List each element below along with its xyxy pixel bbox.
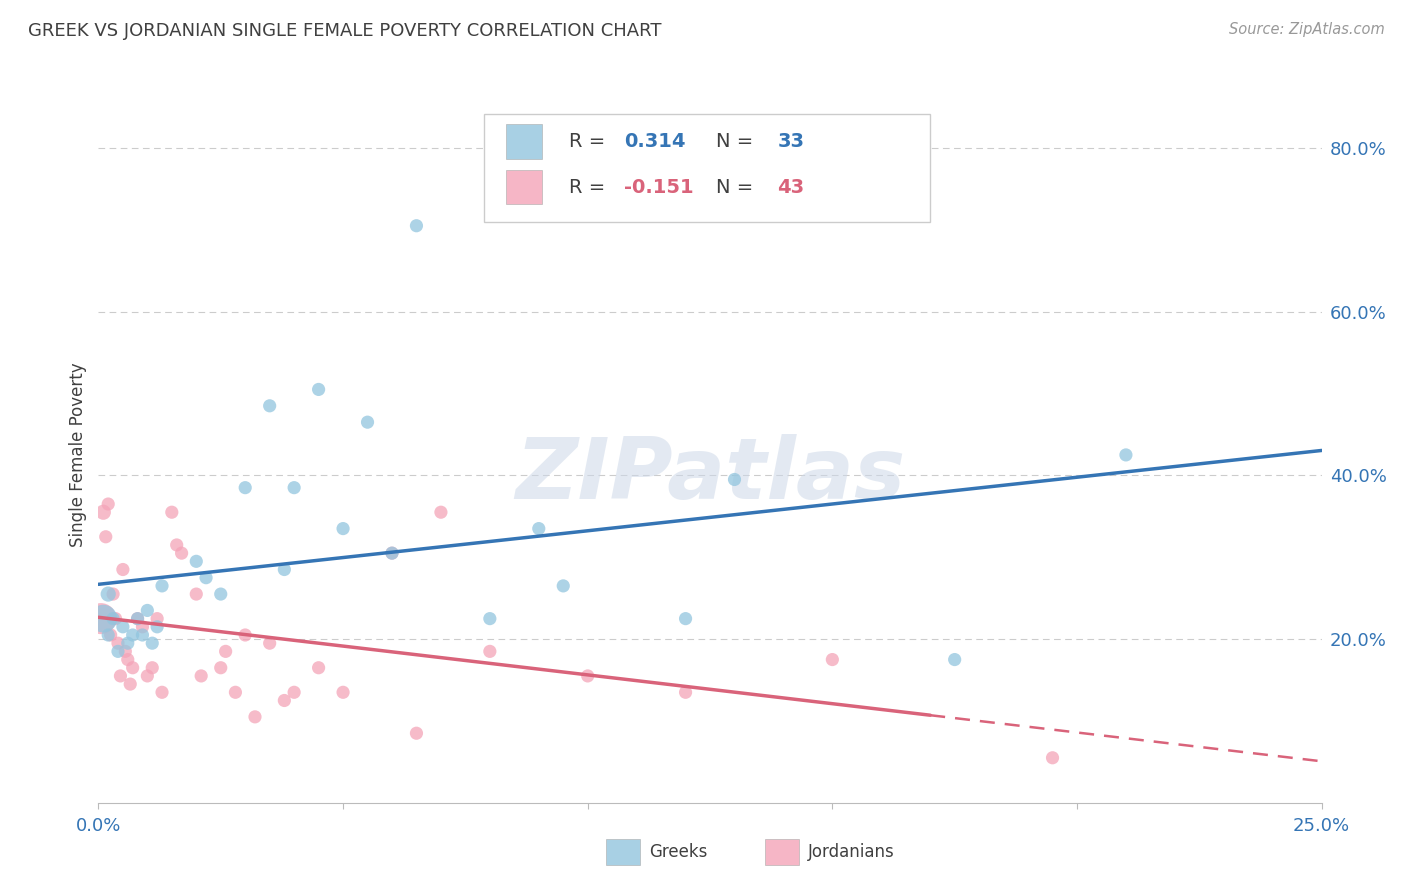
Text: 43: 43 xyxy=(778,178,804,196)
Point xyxy=(101,612,124,626)
Point xyxy=(224,685,246,699)
Point xyxy=(131,620,153,634)
Point xyxy=(243,710,266,724)
Point xyxy=(150,579,173,593)
Point xyxy=(127,612,149,626)
Point xyxy=(121,661,143,675)
Point xyxy=(209,587,232,601)
Text: GREEK VS JORDANIAN SINGLE FEMALE POVERTY CORRELATION CHART: GREEK VS JORDANIAN SINGLE FEMALE POVERTY… xyxy=(28,22,662,40)
Text: Source: ZipAtlas.com: Source: ZipAtlas.com xyxy=(1229,22,1385,37)
Point xyxy=(527,522,550,536)
Point xyxy=(478,644,501,658)
Point xyxy=(127,612,149,626)
Point xyxy=(405,726,427,740)
Point xyxy=(100,628,122,642)
Point xyxy=(283,481,305,495)
Text: 33: 33 xyxy=(778,132,804,152)
Point xyxy=(283,685,305,699)
Point xyxy=(146,612,169,626)
Point xyxy=(332,685,354,699)
Text: ZIPatlas: ZIPatlas xyxy=(515,434,905,517)
Point xyxy=(195,571,218,585)
Point xyxy=(136,603,159,617)
Point xyxy=(97,497,120,511)
Point xyxy=(186,554,208,568)
Point xyxy=(723,473,745,487)
Point xyxy=(214,644,236,658)
Point xyxy=(332,522,354,536)
Text: R =: R = xyxy=(569,178,612,196)
Point xyxy=(91,612,114,626)
Point xyxy=(166,538,188,552)
Point xyxy=(553,579,575,593)
Point xyxy=(170,546,193,560)
Point xyxy=(136,669,159,683)
Point xyxy=(308,661,330,675)
Point xyxy=(97,587,120,601)
Y-axis label: Single Female Poverty: Single Female Poverty xyxy=(69,363,87,547)
Point xyxy=(91,505,114,519)
Point xyxy=(209,661,232,675)
Point xyxy=(141,661,163,675)
Point xyxy=(943,652,966,666)
Point xyxy=(121,628,143,642)
Point xyxy=(146,620,169,634)
Point xyxy=(273,693,295,707)
Point xyxy=(97,628,120,642)
Point xyxy=(259,399,281,413)
Point xyxy=(675,685,697,699)
Point xyxy=(273,562,295,576)
Point xyxy=(160,505,183,519)
Point xyxy=(117,636,139,650)
Point xyxy=(186,587,208,601)
Point xyxy=(101,587,124,601)
Point xyxy=(576,669,599,683)
Point xyxy=(233,481,256,495)
Text: N =: N = xyxy=(716,178,759,196)
Point xyxy=(190,669,212,683)
Point xyxy=(308,383,330,397)
Point xyxy=(94,530,117,544)
Text: -0.151: -0.151 xyxy=(624,178,695,196)
Point xyxy=(117,652,139,666)
FancyBboxPatch shape xyxy=(606,839,640,865)
Text: Greeks: Greeks xyxy=(648,843,707,861)
Point xyxy=(107,636,129,650)
Point xyxy=(1115,448,1137,462)
FancyBboxPatch shape xyxy=(484,114,931,222)
Point xyxy=(821,652,844,666)
Point xyxy=(120,677,142,691)
Text: Jordanians: Jordanians xyxy=(808,843,894,861)
Point xyxy=(90,612,112,626)
Point xyxy=(114,644,136,658)
Point xyxy=(405,219,427,233)
Point xyxy=(150,685,173,699)
Point xyxy=(675,612,697,626)
FancyBboxPatch shape xyxy=(506,169,543,204)
Text: R =: R = xyxy=(569,132,612,152)
Point xyxy=(1042,751,1064,765)
Point xyxy=(111,620,134,634)
Point xyxy=(478,612,501,626)
Text: 0.314: 0.314 xyxy=(624,132,686,152)
Point xyxy=(131,628,153,642)
Point xyxy=(111,562,134,576)
Text: N =: N = xyxy=(716,132,759,152)
Point xyxy=(233,628,256,642)
Point xyxy=(104,612,127,626)
Point xyxy=(107,644,129,658)
FancyBboxPatch shape xyxy=(506,124,543,159)
Point xyxy=(381,546,404,560)
Point xyxy=(141,636,163,650)
Point xyxy=(356,415,378,429)
FancyBboxPatch shape xyxy=(765,839,800,865)
Point xyxy=(259,636,281,650)
Point xyxy=(110,669,132,683)
Point xyxy=(381,546,404,560)
Point xyxy=(430,505,453,519)
